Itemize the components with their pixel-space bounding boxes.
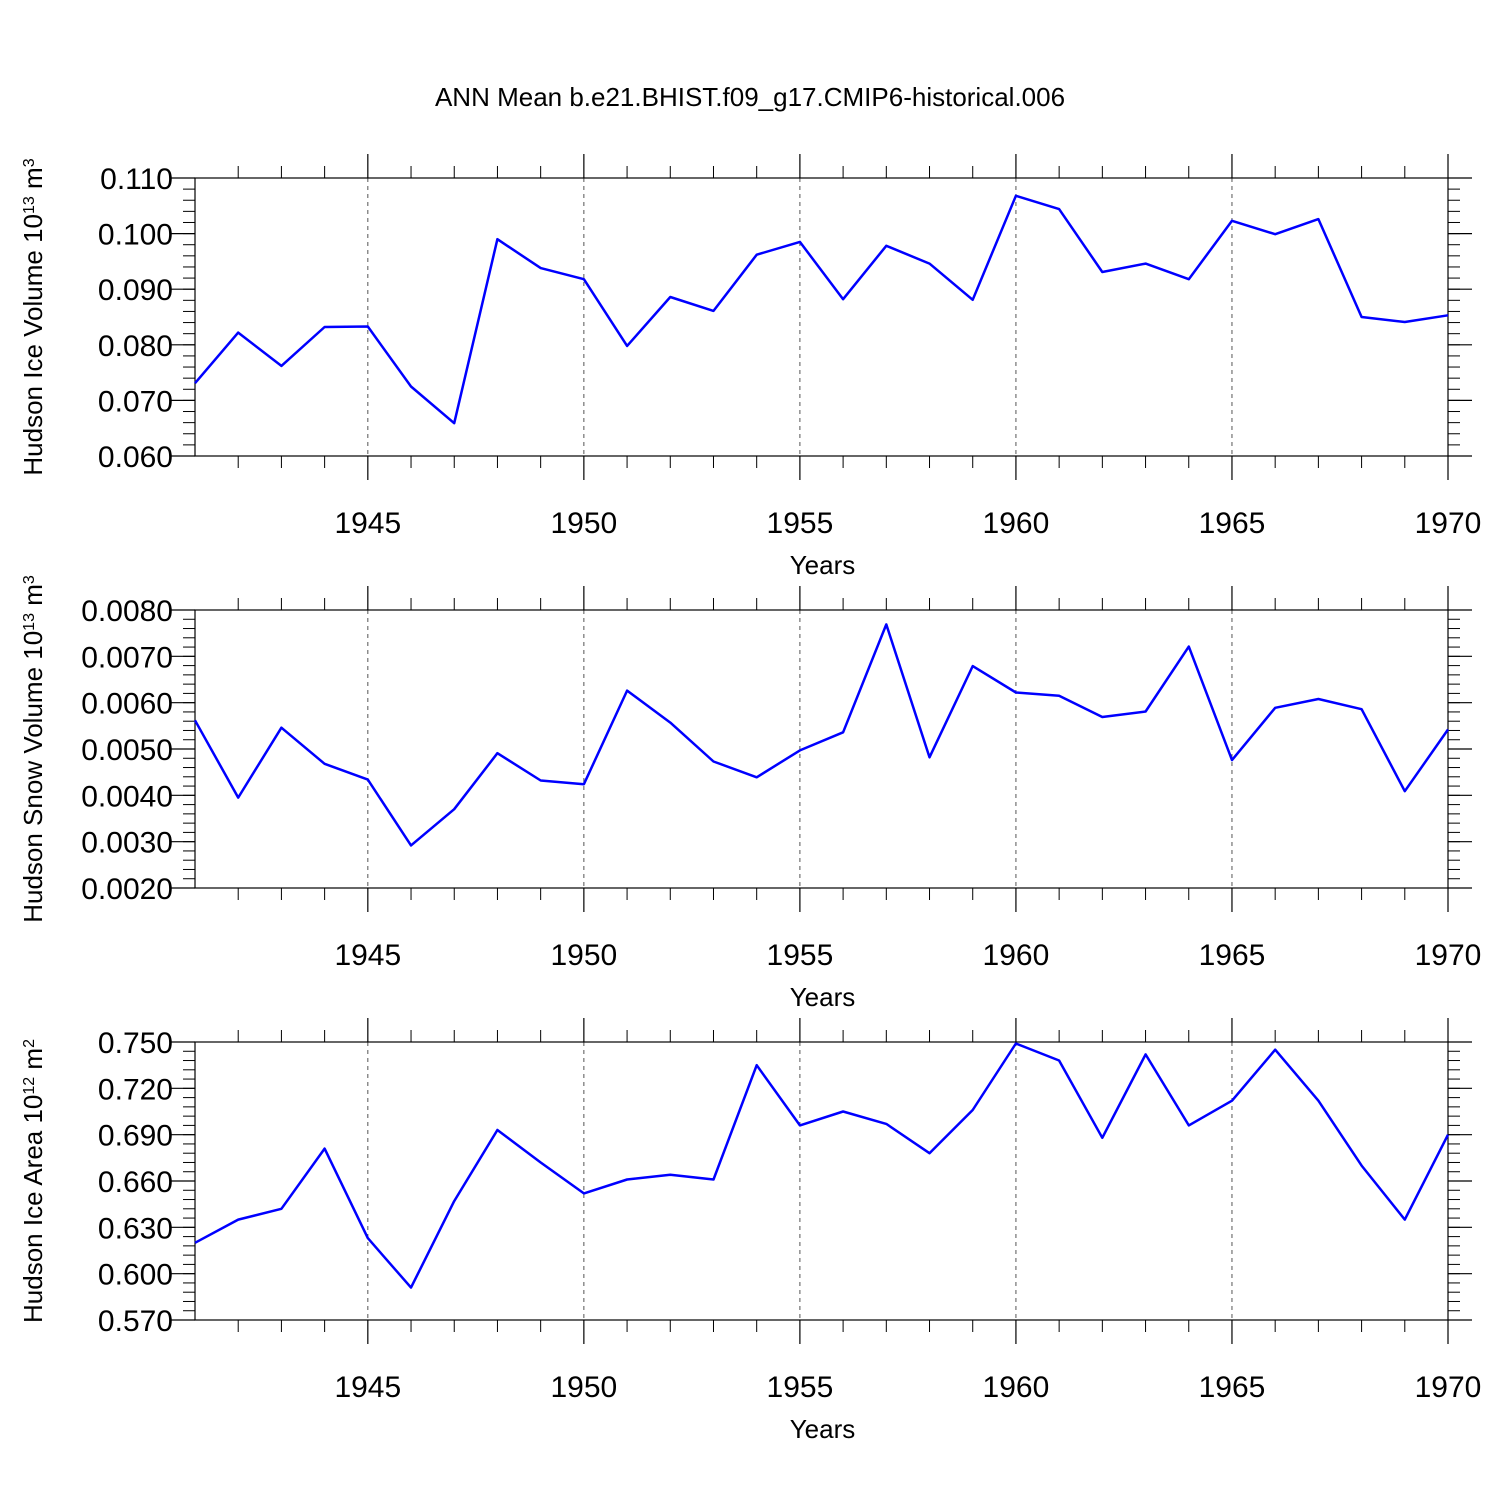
panel-2-y-axis-label: Hudson Snow Volume 1013 m3 [18,575,48,923]
panel-1-y-axis-label: Hudson Ice Volume 1013 m3 [18,158,48,475]
panel-2-y-tick-label: 0.0060 [81,688,173,721]
panel-3-y-tick-label: 0.690 [98,1120,173,1153]
panel-3-x-tick-label: 1965 [1199,1371,1266,1404]
panel-1-series-line-1 [194,194,1449,425]
panel-3-y-tick-label: 0.630 [98,1212,173,1245]
panel-3-y-axis-label: Hudson Ice Area 1012 m2 [18,1039,48,1323]
panel-1-x-tick-label: 1965 [1199,507,1266,540]
panels-group: 0.060 0.070 0.080 0.090 0.100 0.110 1945 1950 19… [18,154,1481,1444]
figure-title: ANN Mean b.e21.BHIST.f09_g17.CMIP6-histo… [435,82,1065,112]
panel-1-y-tick-label: 0.080 [98,330,173,363]
panel-3-y-axis-label-ylabel-exponent: 12 [21,1077,38,1095]
panel-1-x-tick-label: 1960 [983,507,1050,540]
panel-1-y-axis-label-ylabel: Hudson Ice Volume 10 [18,214,48,476]
panel-2-y-axis-label-ylabel-unit-exponent: 3 [21,575,38,584]
panel-2-y-tick-label: 0.0070 [81,641,173,674]
panel-1-y-tick-label: 0.110 [100,163,173,196]
panel-3: 0.570 0.600 0.630 0.660 0.690 0.720 0.750 1945 1… [18,1018,1481,1444]
panel-2-x-tick-label: 1970 [1415,939,1482,972]
panel-3-x-tick-label: 1955 [767,1371,834,1404]
panel-1-x-tick-label: 1970 [1415,507,1482,540]
panel-1-y-tick-label: 0.100 [98,219,173,252]
panel-1-x-axis-label: Years [790,550,856,580]
panel-1-y-axis-label-ylabel-unit-exponent: 3 [21,158,38,167]
panel-2-y-tick-label: 0.0080 [81,595,173,628]
panel-2-x-axis-label: Years [790,982,856,1012]
panel-3-y-axis-label-ylabel-unit-exponent: 2 [21,1039,38,1048]
panel-2-y-axis-label-ylabel-exponent: 13 [21,613,38,631]
panel-2-x-tick-label: 1955 [767,939,834,972]
panel-3-y-tick-label: 0.660 [98,1166,173,1199]
panel-2-y-tick-label: 0.0040 [81,780,173,813]
panel-3-plot-frame [194,1041,1449,1321]
panel-3-series-line-1 [194,1042,1450,1289]
panel-2-x-tick-label: 1965 [1199,939,1266,972]
panel-2-y-axis-label-ylabel: Hudson Snow Volume 10 [18,631,48,923]
panel-3-y-tick-label: 0.750 [98,1027,173,1060]
panel-2-series-line-1 [193,623,1450,847]
panel-2-y-tick-label: 0.0020 [81,873,173,906]
panel-3-y-axis-label-ylabel-unit: m [18,1048,48,1077]
panel-1-x-tick-label: 1955 [767,507,834,540]
panel-2-x-tick-label: 1945 [334,939,401,972]
panel-1-y-axis-label-ylabel-unit: m [18,167,48,196]
panel-3-y-tick-label: 0.570 [98,1305,173,1338]
panel-1-x-tick-label: 1950 [550,507,617,540]
panel-3-y-tick-label: 0.600 [98,1259,173,1292]
panel-1-y-tick-label: 0.060 [98,441,173,474]
panel-3-x-tick-label: 1950 [550,1371,617,1404]
panel-2-y-axis-label-ylabel-unit: m [18,584,48,613]
panel-2: 0.0020 0.0030 0.0040 0.0050 0.0060 0.0070 0.00… [18,575,1481,1012]
panel-1-y-tick-label: 0.090 [98,274,173,307]
panel-3-x-tick-label: 1960 [983,1371,1050,1404]
panel-1-y-axis-label-ylabel-exponent: 13 [21,196,38,214]
panel-3-y-axis-label-ylabel: Hudson Ice Area 10 [18,1095,48,1323]
panel-2-y-tick-label: 0.0030 [81,827,173,860]
panel-3-x-tick-label: 1945 [334,1371,401,1404]
panel-2-x-tick-label: 1960 [983,939,1050,972]
panel-3-x-tick-label: 1970 [1415,1371,1482,1404]
panel-1-x-tick-label: 1945 [334,507,401,540]
panel-3-x-axis-label: Years [790,1414,856,1444]
panel-2-x-tick-label: 1950 [550,939,617,972]
panel-1: 0.060 0.070 0.080 0.090 0.100 0.110 1945 1950 19… [18,154,1481,580]
panel-2-plot-frame [194,609,1449,889]
panel-1-plot-frame [194,177,1449,457]
panel-1-y-tick-label: 0.070 [98,385,173,418]
panel-2-y-tick-label: 0.0050 [81,734,173,767]
panel-3-y-tick-label: 0.720 [98,1073,173,1106]
